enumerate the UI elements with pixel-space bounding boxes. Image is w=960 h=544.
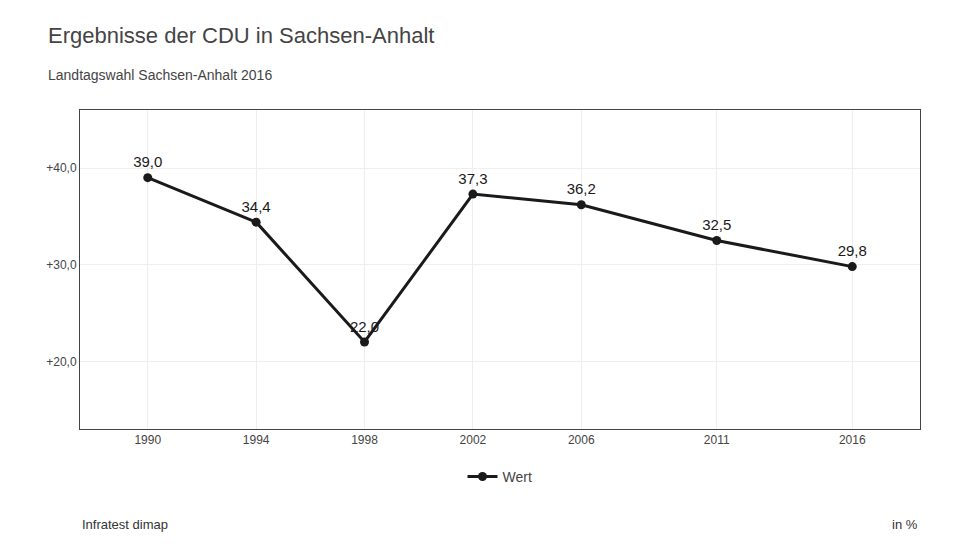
svg-text:Wert: Wert [503,469,532,485]
svg-text:2006: 2006 [568,433,595,447]
svg-text:+30,0: +30,0 [46,258,77,272]
svg-text:Ergebnisse der CDU in Sachsen-: Ergebnisse der CDU in Sachsen-Anhalt [48,23,434,48]
svg-text:Infratest dimap: Infratest dimap [82,517,168,532]
svg-text:+40,0: +40,0 [46,161,77,175]
svg-text:2016: 2016 [839,433,866,447]
svg-text:Landtagswahl Sachsen-Anhalt 20: Landtagswahl Sachsen-Anhalt 2016 [48,67,272,83]
svg-text:1994: 1994 [243,433,270,447]
svg-text:37,3: 37,3 [458,170,487,187]
svg-text:+20,0: +20,0 [46,355,77,369]
svg-text:2011: 2011 [704,433,730,447]
svg-text:2002: 2002 [460,433,487,447]
svg-text:22,0: 22,0 [350,318,379,335]
svg-text:1990: 1990 [134,433,161,447]
svg-text:36,2: 36,2 [567,180,596,197]
svg-text:34,4: 34,4 [242,198,271,215]
svg-text:29,8: 29,8 [838,242,867,259]
svg-text:1998: 1998 [351,433,378,447]
svg-text:39,0: 39,0 [133,153,162,170]
svg-text:in %: in % [892,517,918,532]
svg-text:32,5: 32,5 [702,216,731,233]
